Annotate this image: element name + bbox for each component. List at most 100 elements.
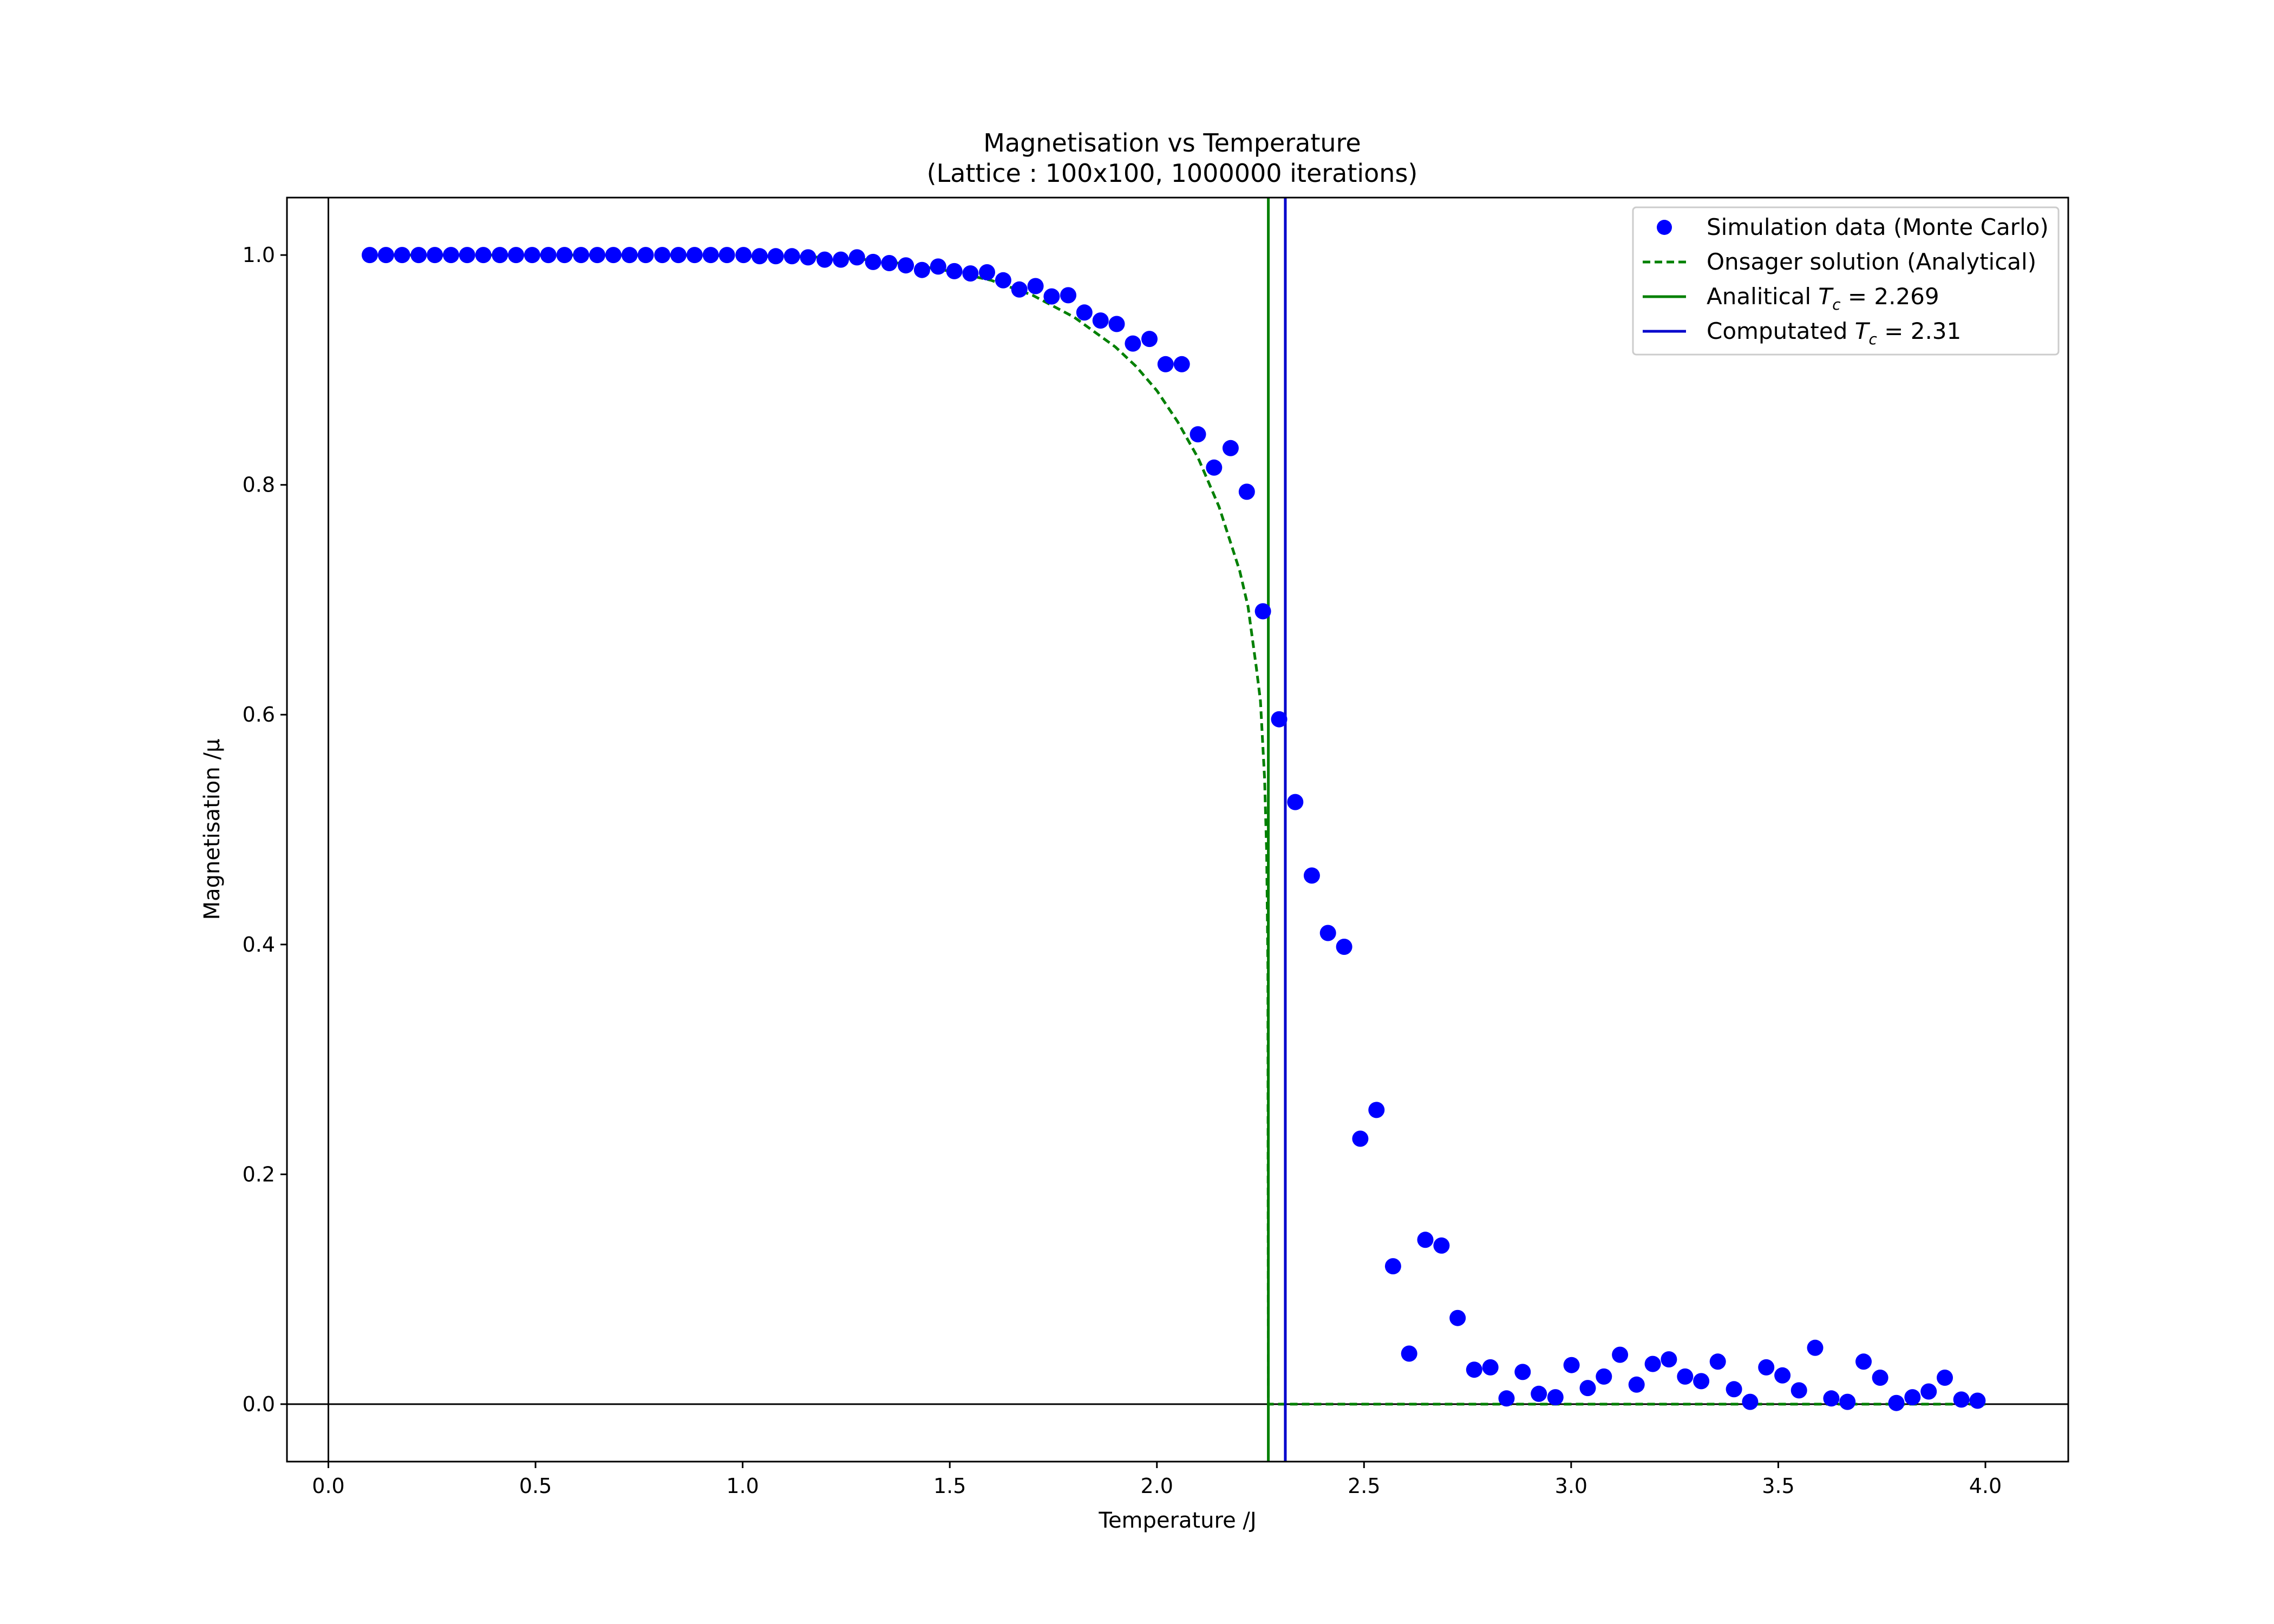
simulation-point <box>1076 304 1093 321</box>
x-tick-label: 2.5 <box>1348 1474 1380 1498</box>
legend-marker-simulation <box>1657 220 1672 235</box>
x-tick-label: 3.5 <box>1762 1474 1794 1498</box>
simulation-point <box>1937 1370 1953 1386</box>
simulation-point <box>1271 711 1288 728</box>
simulation-point <box>1774 1367 1791 1384</box>
y-axis: 0.0 0.2 0.4 0.6 0.8 1.0 <box>243 243 287 1416</box>
simulation-point <box>654 247 671 264</box>
simulation-point <box>1839 1393 1856 1410</box>
chart-title: Magnetisation vs Temperature <box>983 128 1361 158</box>
x-tick-label: 1.0 <box>726 1474 759 1498</box>
simulation-point <box>1060 287 1076 304</box>
x-tick-label: 1.5 <box>933 1474 966 1498</box>
simulation-point <box>1644 1355 1661 1372</box>
simulation-point <box>605 247 622 264</box>
simulation-point <box>686 247 703 264</box>
simulation-point <box>1677 1368 1694 1385</box>
simulation-point <box>1303 867 1320 884</box>
legend-analytical-value: 2.269 <box>1874 283 1939 310</box>
simulation-point <box>427 247 443 264</box>
y-tick-label: 1.0 <box>243 243 275 267</box>
simulation-point <box>946 263 963 279</box>
legend-computed-value: 2.31 <box>1911 318 1962 344</box>
simulation-point <box>524 247 540 264</box>
legend-computed-name: Computated <box>1707 318 1847 344</box>
simulation-point <box>1336 939 1352 955</box>
simulation-point <box>1190 426 1206 443</box>
y-tick-label: 0.0 <box>243 1392 275 1416</box>
simulation-point <box>1596 1368 1612 1385</box>
y-tick-label: 0.4 <box>243 933 275 957</box>
simulation-point <box>475 247 492 264</box>
y-tick-label: 0.6 <box>243 703 275 726</box>
simulation-point <box>995 272 1011 289</box>
simulation-point <box>394 247 410 264</box>
simulation-point <box>1920 1383 1937 1400</box>
simulation-point <box>1092 312 1109 329</box>
simulation-point <box>670 247 687 264</box>
legend-box <box>1632 206 2060 356</box>
simulation-point <box>848 249 865 266</box>
simulation-point <box>865 253 881 270</box>
simulation-point <box>1531 1385 1547 1402</box>
x-tick-label: 3.0 <box>1555 1474 1587 1498</box>
simulation-point <box>1433 1237 1450 1254</box>
simulation-point <box>1709 1353 1726 1370</box>
simulation-point <box>508 247 525 264</box>
simulation-point <box>881 255 898 271</box>
simulation-point <box>1141 331 1158 348</box>
x-tick-label: 2.0 <box>1141 1474 1173 1498</box>
simulation-point <box>1384 1258 1401 1275</box>
simulation-point <box>1027 278 1044 294</box>
simulation-point <box>540 247 557 264</box>
simulation-point <box>913 261 930 278</box>
simulation-point <box>1319 925 1336 941</box>
simulation-point <box>833 251 849 268</box>
simulation-point <box>1011 281 1028 298</box>
simulation-point <box>1888 1394 1905 1411</box>
simulation-point <box>492 247 508 264</box>
simulation-point <box>1855 1353 1872 1370</box>
simulation-point <box>1482 1359 1499 1376</box>
simulation-point <box>1563 1357 1580 1373</box>
simulation-point <box>1254 603 1271 620</box>
simulation-point <box>637 247 654 264</box>
simulation-point <box>898 257 914 274</box>
simulation-point <box>800 249 816 266</box>
x-axis: 0.0 0.5 1.0 1.5 2.0 2.5 3.0 3.5 4.0 <box>312 1462 2002 1498</box>
simulation-point <box>1043 288 1060 305</box>
legend: Simulation data (Monte Carlo) Onsager so… <box>1632 206 2060 356</box>
x-axis-label: Temperature /J <box>1098 1508 1256 1533</box>
y-tick-label: 0.2 <box>243 1162 275 1186</box>
simulation-point <box>752 248 768 265</box>
simulation-point <box>1466 1361 1482 1378</box>
simulation-point <box>1547 1389 1564 1406</box>
simulation-point <box>1206 459 1223 476</box>
onsager-curve <box>370 253 1985 1406</box>
legend-label-analytical-tc: Analitical Tc = 2.269 <box>1707 283 1939 313</box>
simulation-point <box>767 248 784 265</box>
simulation-point <box>1953 1391 1970 1408</box>
x-tick-label: 0.0 <box>312 1474 344 1498</box>
simulation-point <box>1969 1392 1986 1409</box>
simulation-point <box>1368 1102 1385 1118</box>
x-tick-label: 0.5 <box>519 1474 552 1498</box>
simulation-point <box>1742 1393 1759 1410</box>
simulation-point <box>1417 1232 1434 1248</box>
simulation-point <box>573 247 590 264</box>
x-tick-label: 4.0 <box>1969 1474 2002 1498</box>
y-tick-label: 0.8 <box>243 473 275 497</box>
chart-subtitle: (Lattice : 100x100, 1000000 iterations) <box>927 159 1418 188</box>
simulation-point <box>1238 483 1255 500</box>
simulation-point <box>1872 1370 1889 1386</box>
simulation-point <box>621 247 638 264</box>
simulation-point <box>1823 1390 1840 1407</box>
simulation-point <box>362 247 378 264</box>
simulation-point <box>1222 440 1239 456</box>
simulation-point <box>1726 1381 1742 1398</box>
simulation-point <box>783 248 800 265</box>
simulation-point <box>735 247 752 264</box>
simulation-point <box>1157 356 1174 372</box>
y-axis-label: Magnetisation /μ <box>200 739 225 920</box>
